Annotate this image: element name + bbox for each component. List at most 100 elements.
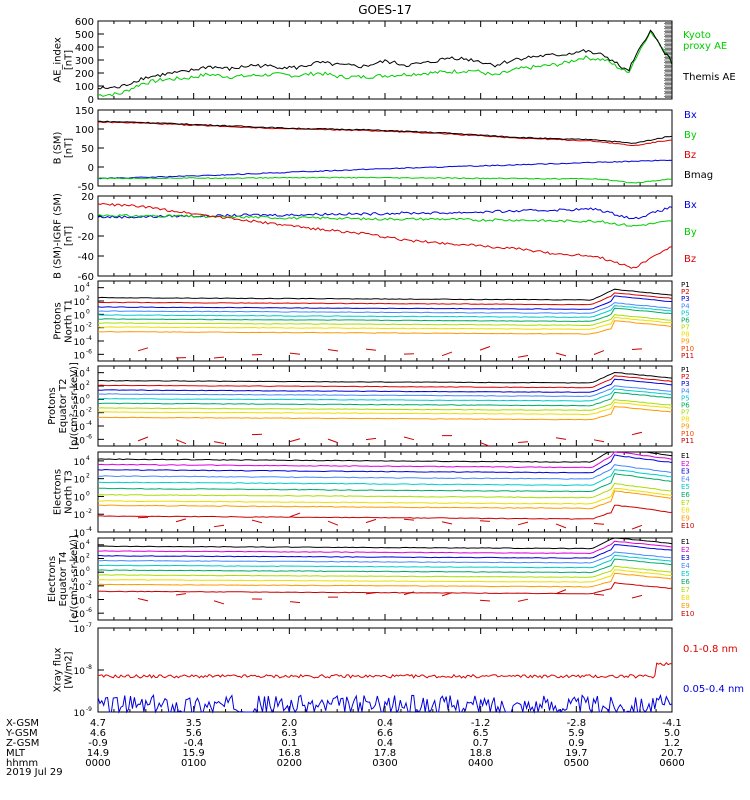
sparse-segment xyxy=(213,600,225,605)
y-tick-label: 10 xyxy=(74,311,86,321)
x-row-label: Z-GSM xyxy=(6,738,39,749)
y-axis-label: Electrons xyxy=(47,556,58,602)
legend-kyoto: proxy AE xyxy=(683,41,727,52)
sparse-segment xyxy=(593,593,605,596)
sparse-segment xyxy=(441,351,453,357)
channel-label-p2: P2 xyxy=(681,373,690,381)
sparse-segment xyxy=(289,512,301,518)
sparse-segment xyxy=(175,593,187,596)
channel-e10 xyxy=(97,504,673,520)
y-tick-exponent: 0 xyxy=(86,393,90,400)
y-tick-exponent: -6 xyxy=(86,607,92,614)
y-tick-exponent: -4 xyxy=(86,420,92,427)
x-row-value: -0.4 xyxy=(184,738,204,749)
legend-bz: Bz xyxy=(684,254,696,265)
channel-label-p1: P1 xyxy=(681,281,690,289)
x-row-value: 0000 xyxy=(85,758,110,769)
channel-label-e8: E8 xyxy=(681,507,690,515)
y-tick-exponent: 2 xyxy=(86,553,90,560)
x-row-value: 20.7 xyxy=(661,748,683,759)
sparse-segment xyxy=(213,441,225,444)
x-row-value: 0.4 xyxy=(377,738,393,749)
y-tick-label: 10 xyxy=(74,285,86,295)
channel-label-p11: P11 xyxy=(681,437,694,445)
x-row-value: 3.5 xyxy=(186,718,202,729)
y-tick-exponent: -6 xyxy=(86,348,92,355)
channel-e10 xyxy=(97,582,673,595)
y-tick-label: 10 xyxy=(74,325,86,335)
channel-label-p4: P4 xyxy=(681,387,690,395)
y-tick-label: 10 xyxy=(74,383,86,393)
x-row-value: 0.1 xyxy=(281,738,297,749)
x-row-value: -0.9 xyxy=(88,738,108,749)
sparse-segment xyxy=(517,598,529,602)
y-tick-label: 10 xyxy=(74,529,86,539)
channel-label-e2: E2 xyxy=(681,546,690,554)
sparse-segment xyxy=(365,437,377,441)
x-row-label: Y-GSM xyxy=(5,728,38,739)
channel-label-p8: P8 xyxy=(681,331,690,339)
series-bz xyxy=(97,202,673,269)
y-tick-label: -60 xyxy=(78,272,94,283)
y-tick-label: 200 xyxy=(75,69,94,80)
x-row-value: 2.0 xyxy=(281,718,297,729)
y-axis-label: Xray flux xyxy=(53,648,64,693)
sparse-segment xyxy=(631,594,643,599)
legend-kyoto: Kyoto xyxy=(683,30,711,41)
y-axis-label: Equator T2 xyxy=(58,379,69,434)
sparse-segment xyxy=(365,348,377,351)
channel-p4 xyxy=(97,385,673,398)
y-tick-label: 20 xyxy=(81,192,94,203)
x-row-value: 0500 xyxy=(564,758,589,769)
y-tick-exponent: 4 xyxy=(86,455,90,462)
channel-p5 xyxy=(97,388,673,402)
panel-1: AE_index [nT] 0 100 200 300 400 500 600 Kyotoprox… xyxy=(53,17,736,106)
y-tick-label: 0 xyxy=(88,163,94,174)
channel-label-e7: E7 xyxy=(681,586,690,594)
y-tick-exponent: -8 xyxy=(86,664,92,671)
channel-e9 xyxy=(98,490,673,510)
channel-p9 xyxy=(97,320,673,335)
channel-e5 xyxy=(97,469,673,487)
sparse-segment xyxy=(289,352,301,355)
channel-p9 xyxy=(98,405,673,421)
channel-label-p10: P10 xyxy=(681,345,694,353)
sparse-segment xyxy=(137,436,149,442)
y-tick-label: 10 xyxy=(74,423,86,433)
y-tick-exponent: 2 xyxy=(86,380,90,387)
series-by xyxy=(97,213,673,227)
channel-label-p1: P1 xyxy=(681,366,690,374)
y-tick-exponent: -6 xyxy=(86,433,92,440)
x-row-value: 0300 xyxy=(372,758,397,769)
y-axis-label: North T1 xyxy=(64,299,75,343)
x-row-value: 14.9 xyxy=(87,748,109,759)
series-bx xyxy=(97,159,673,180)
x-row-value: 5.0 xyxy=(664,728,680,739)
y-tick-label: 600 xyxy=(75,17,94,28)
y-tick-label: 10 xyxy=(74,583,86,593)
channel-label-e3: E3 xyxy=(681,554,690,562)
sparse-segment xyxy=(479,599,491,602)
y-tick-exponent: -4 xyxy=(86,526,92,533)
series-xray-0 xyxy=(97,661,673,679)
channel-label-e4: E4 xyxy=(681,475,690,483)
y-tick-label: -20 xyxy=(78,232,94,243)
series-xray-1 xyxy=(97,693,673,714)
channel-p8 xyxy=(97,316,673,330)
y-tick-exponent: 4 xyxy=(86,539,90,546)
y-tick-label: 100 xyxy=(75,125,94,136)
legend-bz: Bz xyxy=(684,150,696,161)
channel-label-e5: E5 xyxy=(681,483,690,491)
date-label: 2019 Jul 29 xyxy=(6,767,63,778)
sparse-segment xyxy=(289,601,301,604)
channel-label-p8: P8 xyxy=(681,416,690,424)
sparse-segment xyxy=(365,518,377,524)
sparse-segment xyxy=(213,524,225,528)
y-tick-label: 500 xyxy=(75,30,94,41)
x-row-value: 6.6 xyxy=(377,728,393,739)
y-tick-exponent: 0 xyxy=(86,490,90,497)
channel-label-p3: P3 xyxy=(681,295,690,303)
channel-label-p11: P11 xyxy=(681,352,694,360)
sparse-segment xyxy=(137,347,149,352)
